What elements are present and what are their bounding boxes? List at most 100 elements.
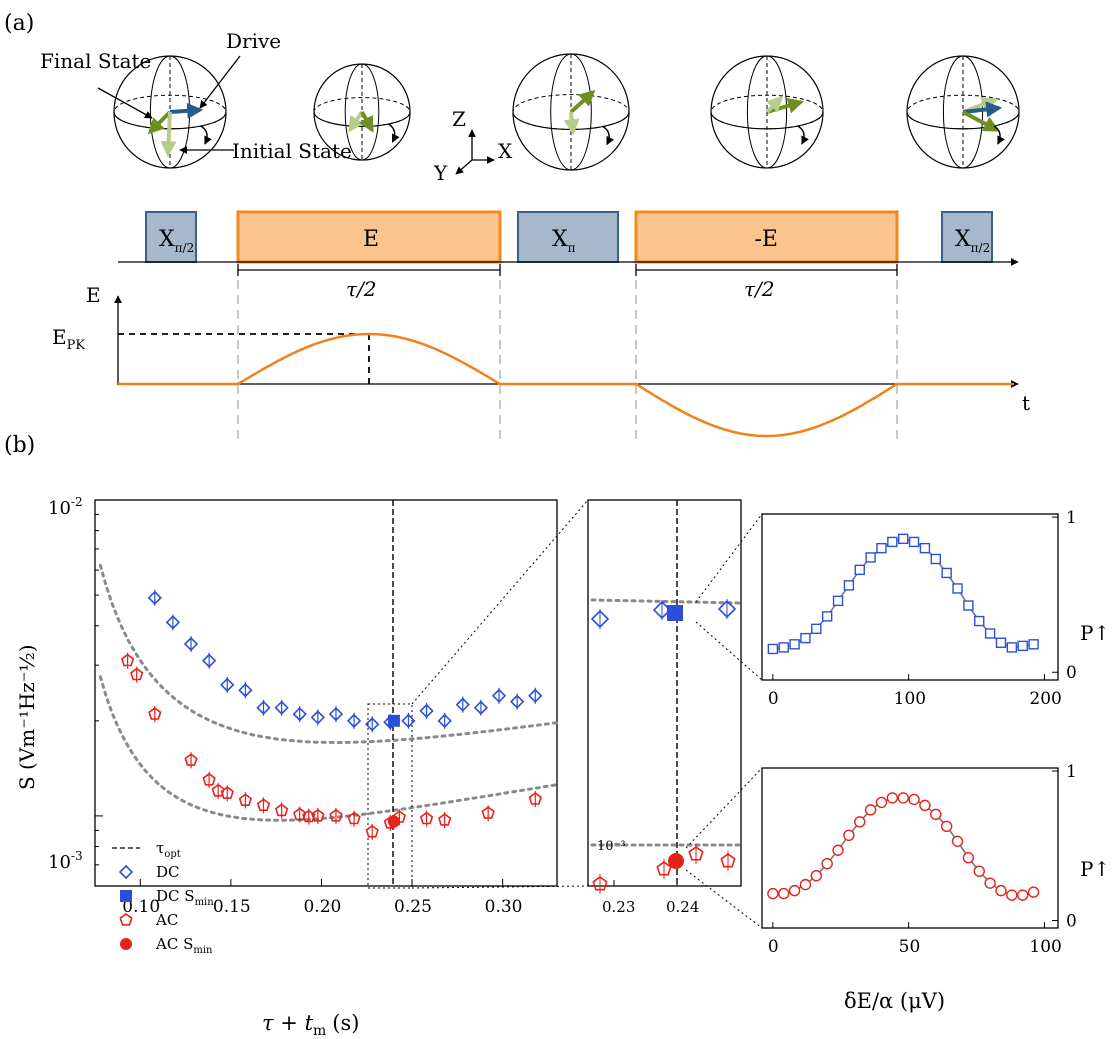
state-vector — [962, 110, 1000, 132]
x-tick-label: 0.25 — [394, 897, 432, 917]
inset-frame — [761, 513, 1059, 681]
inset2-link-bottom — [685, 869, 763, 929]
state-vector — [765, 95, 784, 114]
inset2-ylabel: P↑ — [1080, 857, 1110, 881]
e-pulse: -E — [634, 210, 899, 264]
inset-point — [854, 816, 866, 828]
inset-point — [951, 835, 964, 847]
inset-point — [897, 792, 909, 804]
zoom-ac-smin — [668, 853, 684, 869]
inset-x-tick-label: 0 — [768, 689, 779, 709]
inset-point — [995, 884, 1007, 897]
legend-label: DC Smin — [156, 887, 214, 908]
zoom-dc-fit — [590, 598, 742, 605]
pulse-label: Xπ/2 — [159, 227, 194, 255]
drive-pointer — [199, 55, 241, 109]
t-axis-label: t — [1022, 391, 1030, 415]
inset-x-tick-label: 50 — [899, 937, 921, 957]
main-plot-frame — [94, 499, 558, 887]
inset-point — [854, 564, 865, 576]
coordinate-axes: Z X Y — [433, 107, 513, 185]
inset-point — [876, 542, 887, 554]
state-vector — [160, 111, 177, 158]
state-vector — [563, 111, 580, 136]
inset-point — [1027, 886, 1040, 898]
legend-label: AC — [155, 911, 178, 929]
main-ylabel: S (Vm⁻¹Hz⁻½) — [15, 644, 39, 790]
inset-point — [832, 844, 844, 856]
x-pulse: Xπ/2 — [145, 211, 197, 263]
pulse-label: E — [363, 227, 379, 252]
x-pulse: Xπ/2 — [941, 211, 993, 263]
inset-point — [973, 865, 985, 877]
zoom-xtick-1: 0.23 — [602, 898, 635, 916]
inset-x-tick-label: 0 — [768, 937, 779, 957]
state-vector — [147, 110, 172, 135]
inset-point — [832, 595, 844, 607]
inset-point — [886, 792, 899, 804]
inset-point — [908, 793, 920, 806]
inset1-link-bottom — [695, 621, 763, 681]
inset-point — [984, 628, 996, 639]
zoom-xtick-2: 0.24 — [666, 898, 699, 916]
inset-point — [984, 877, 996, 889]
rotation-arrow — [797, 125, 809, 145]
inset-point — [810, 869, 823, 882]
inset2-link-top — [685, 767, 763, 849]
inset-point — [1016, 889, 1029, 901]
state-vector — [358, 111, 374, 133]
axis-x-label: X — [498, 139, 513, 163]
x-tick-label: 0.15 — [213, 897, 251, 917]
inset-point — [963, 600, 974, 611]
inset-point — [843, 829, 855, 841]
main-xlabel: τ + tm (s) — [262, 1011, 359, 1039]
inset-point — [898, 533, 909, 545]
svg-text:τ/2: τ/2 — [744, 277, 775, 301]
pulse-label: Xπ/2 — [955, 227, 990, 255]
svg-text:τ/2: τ/2 — [346, 277, 377, 301]
ac-fringe-inset: 0 50 100 1 0 — [761, 762, 1077, 957]
inset-x-tick-label: 100 — [894, 689, 926, 709]
e-axis-label: E — [86, 283, 101, 307]
legend: τopt DC DC Smin AC AC Smin — [112, 839, 214, 956]
tau-half-bracket-2: τ/2 — [635, 264, 898, 301]
bloch-sphere — [710, 55, 824, 169]
inset-point — [919, 799, 931, 812]
legend-label: τopt — [156, 839, 181, 860]
dc-smin-point — [387, 714, 400, 727]
inset-point — [1017, 640, 1028, 652]
inset-point — [940, 820, 953, 833]
inset-point — [995, 637, 1007, 648]
inset-point — [875, 796, 888, 809]
panel-a-label: (a) — [4, 11, 34, 36]
inset-point — [788, 884, 801, 897]
pulse-label: Xπ — [552, 227, 576, 255]
inset-x-tick-label: 200 — [1029, 689, 1061, 709]
bloch-sphere — [313, 63, 411, 161]
pulse-sequence: Xπ/2 E Xπ -E Xπ/2 — [145, 210, 993, 264]
zoom-link-bottom — [411, 885, 589, 889]
legend-acmin-marker — [120, 938, 132, 950]
state-vector — [962, 101, 1003, 118]
inset-frame — [761, 767, 1059, 929]
inset-point — [767, 887, 779, 900]
axis-y-label: Y — [433, 161, 448, 185]
inset-point — [930, 553, 941, 565]
panel-b-label: (b) — [4, 433, 35, 458]
ac-fit-curve — [98, 675, 559, 822]
inset-point — [789, 639, 800, 650]
inset-y-tick-label: 0 — [1066, 912, 1077, 932]
main-ytick-mid: 10-3 — [48, 849, 83, 873]
inset-point — [864, 804, 877, 816]
initial-state-label: Initial State — [232, 139, 352, 163]
zoom-region-box — [367, 703, 413, 889]
inset-point — [778, 887, 790, 900]
inset-point — [908, 536, 920, 548]
rotation-arrow — [388, 123, 400, 143]
zoom-data — [590, 598, 742, 894]
bloch-spheres — [113, 53, 1020, 171]
main-ytick-top: 10-2 — [48, 495, 83, 519]
zoom-plot-frame — [587, 499, 742, 887]
inset-y-tick-label: 0 — [1066, 663, 1077, 683]
inset-point — [1006, 889, 1018, 901]
